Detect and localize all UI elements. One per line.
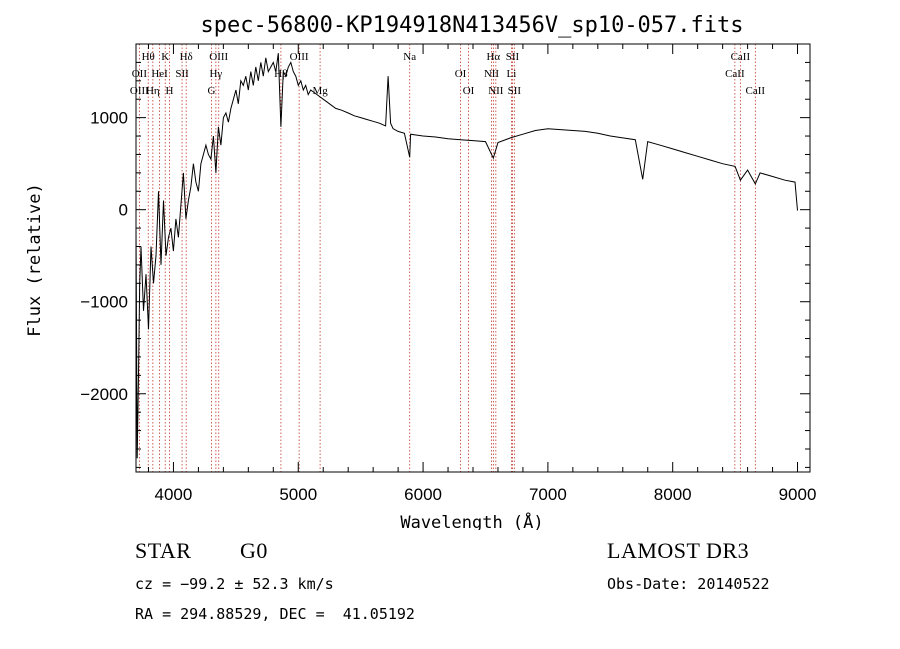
x-axis-label: Wavelength (Å) bbox=[400, 511, 543, 530]
line-label: Hδ bbox=[180, 51, 193, 63]
y-tick-label: 0 bbox=[119, 201, 128, 220]
line-label: Hη bbox=[146, 85, 160, 97]
line-label: CaII bbox=[725, 68, 745, 80]
line-label: Na bbox=[403, 51, 416, 63]
line-label: Hγ bbox=[209, 68, 222, 80]
line-label: Mg bbox=[312, 85, 328, 97]
sky-coordinates: RA = 294.88529, DEC = 41.05192 bbox=[135, 605, 415, 623]
line-label: HeI bbox=[151, 68, 168, 80]
x-tick-label: 4000 bbox=[155, 485, 193, 504]
line-label: OIII bbox=[290, 51, 309, 63]
line-label: SII bbox=[506, 51, 520, 63]
object-class: STAR bbox=[135, 538, 192, 563]
line-label: Hβ bbox=[274, 68, 288, 80]
x-tick-label: 5000 bbox=[279, 485, 317, 504]
chart-title: spec-56800-KP194918N413456V_sp10-057.fit… bbox=[200, 13, 743, 38]
line-label: Li bbox=[507, 68, 517, 80]
y-tick-label: −1000 bbox=[80, 293, 128, 312]
line-label: NII bbox=[484, 68, 500, 80]
line-label: CaII bbox=[731, 51, 751, 63]
line-label: OI bbox=[463, 85, 475, 97]
line-label: SII bbox=[508, 85, 522, 97]
line-label: H bbox=[165, 85, 173, 97]
spectrum-chart: spec-56800-KP194918N413456V_sp10-057.fit… bbox=[25, 13, 817, 530]
x-tick-label: 7000 bbox=[529, 485, 567, 504]
survey-name: LAMOST DR3 bbox=[607, 538, 750, 563]
line-label: CaII bbox=[746, 85, 766, 97]
line-label: OI bbox=[455, 68, 467, 80]
y-tick-label: 1000 bbox=[90, 109, 128, 128]
line-label: SII bbox=[175, 68, 189, 80]
spectral-line-markers bbox=[138, 44, 756, 472]
axis-ticks bbox=[136, 43, 810, 472]
observation-date: Obs-Date: 20140522 bbox=[607, 575, 770, 593]
y-tick-labels: −2000 −1000 0 1000 bbox=[80, 109, 128, 404]
line-label: OIII bbox=[130, 85, 149, 97]
y-axis-label: Flux (relative) bbox=[25, 183, 45, 337]
spectrum-series-line bbox=[135, 53, 798, 459]
x-tick-label: 9000 bbox=[779, 485, 817, 504]
line-label: NII bbox=[488, 85, 504, 97]
plot-frame bbox=[135, 43, 811, 473]
line-label: Hθ bbox=[142, 51, 155, 63]
redshift-velocity: cz = −99.2 ± 52.3 km/s bbox=[135, 575, 334, 593]
line-label: OII bbox=[132, 68, 148, 80]
x-tick-label: 6000 bbox=[404, 485, 442, 504]
line-label: OIII bbox=[209, 51, 228, 63]
x-tick-labels: 4000 5000 6000 7000 8000 9000 bbox=[155, 485, 817, 504]
x-tick-label: 8000 bbox=[654, 485, 692, 504]
line-label: G bbox=[208, 85, 216, 97]
line-label: K bbox=[161, 51, 169, 63]
line-label: Hα bbox=[486, 51, 500, 63]
spectral-line-labels: HθOIIOIIIKHeIHηHδSIIHOIIIHγGOIIIHβMgNaOI… bbox=[130, 51, 766, 97]
y-tick-label: −2000 bbox=[80, 385, 128, 404]
object-subclass: G0 bbox=[240, 538, 268, 563]
